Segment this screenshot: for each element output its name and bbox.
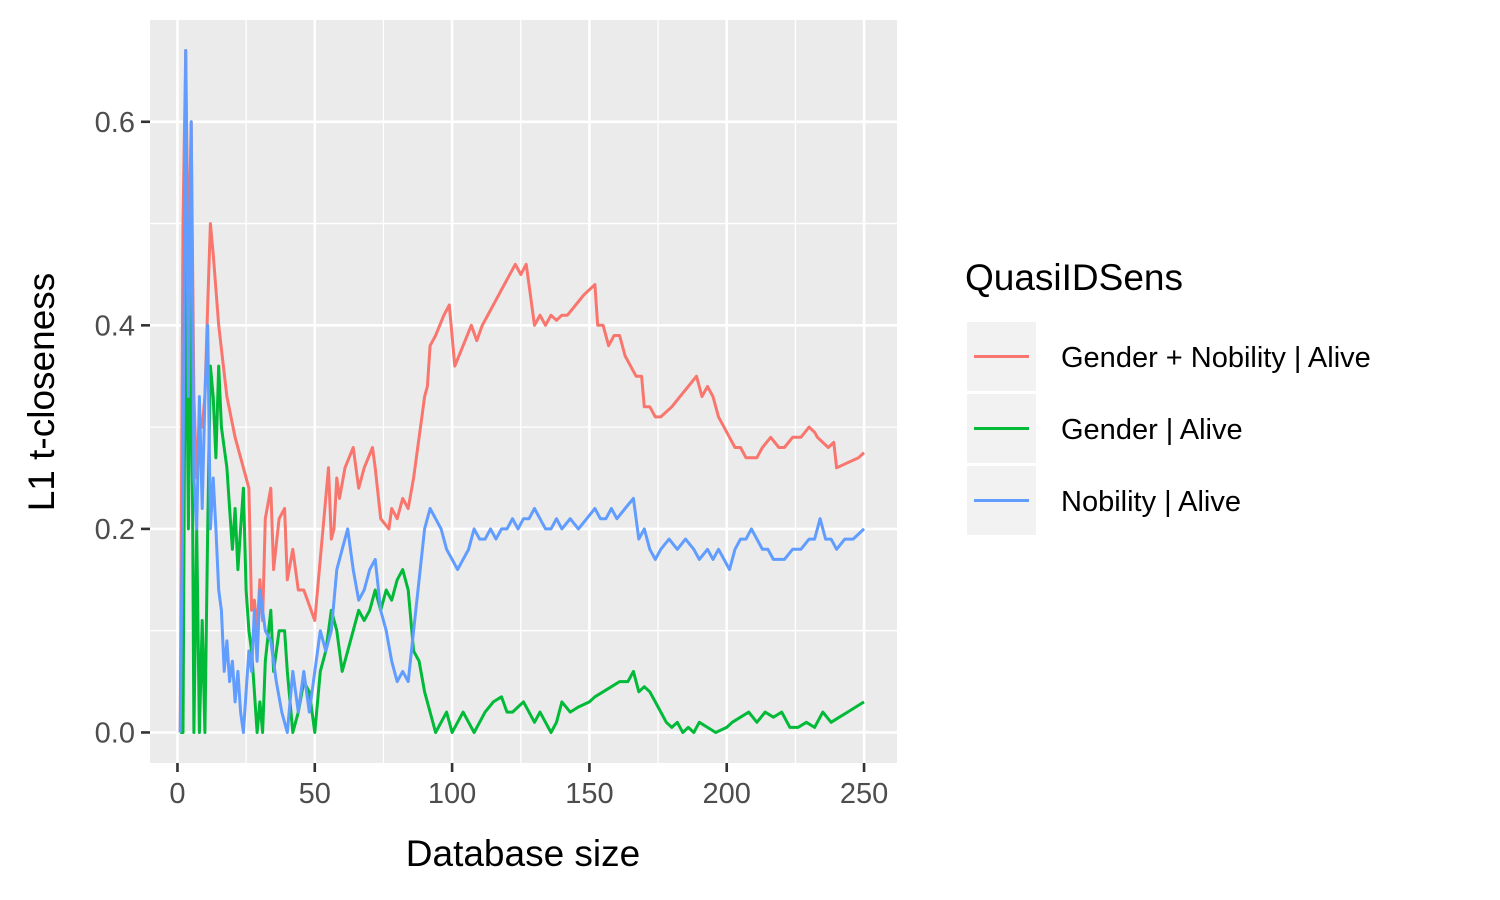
grid-major (150, 20, 897, 763)
x-tick-label: 50 (299, 778, 331, 810)
plot-panel (150, 20, 897, 763)
legend-entries: Gender + Nobility | Alive Gender | Alive N… (967, 322, 1371, 535)
legend-label-2: Gender | Alive (1061, 414, 1243, 446)
grid-minor (150, 20, 897, 763)
series-line-3 (178, 49, 866, 734)
x-axis-title: Database size (406, 833, 640, 874)
y-tick-label: 0.2 (95, 514, 135, 546)
x-tick-label: 200 (703, 778, 751, 810)
x-tick-label: 100 (428, 778, 476, 810)
y-tick-label: 0.6 (95, 107, 135, 139)
series-line-2 (180, 222, 865, 734)
legend-title: QuasiIDSens (965, 257, 1183, 298)
legend-label-1: Gender + Nobility | Alive (1061, 342, 1371, 374)
x-axis: 0 50 100 150 200 250 (169, 763, 888, 810)
series-layer (178, 49, 866, 734)
y-axis: 0.0 0.2 0.4 0.6 (95, 107, 150, 749)
y-tick-label: 0.0 (95, 717, 135, 749)
x-tick-label: 250 (840, 778, 888, 810)
x-tick-label: 150 (565, 778, 613, 810)
legend: QuasiIDSens Gender + Nobility | AliveGen… (965, 257, 1371, 535)
legend-label-3: Nobility | Alive (1061, 486, 1241, 518)
y-axis-title: L1 t-closeness (21, 273, 62, 512)
y-tick-label: 0.4 (95, 310, 135, 342)
x-tick-label: 0 (169, 778, 185, 810)
